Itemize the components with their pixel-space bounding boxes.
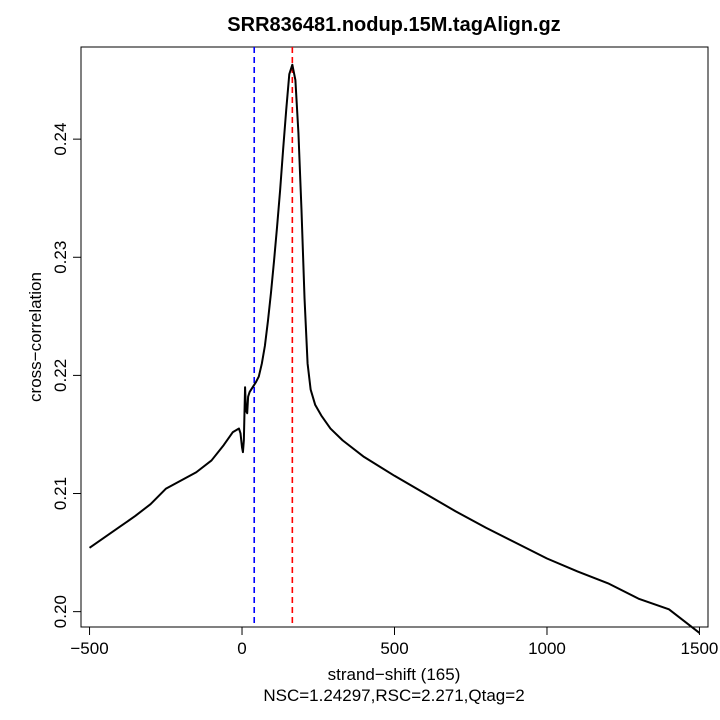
x-axis: −500 0 500 1000 1500 <box>70 626 719 658</box>
plot-frame <box>80 46 709 628</box>
y-tick-label: 0.21 <box>51 477 70 510</box>
x-tick-label: 0 <box>237 639 246 658</box>
chart-subtitle: NSC=1.24297,RSC=2.271,Qtag=2 <box>263 686 524 705</box>
y-tick-label: 0.20 <box>51 595 70 628</box>
y-axis: 0.20 0.21 0.22 0.23 0.24 <box>51 123 82 628</box>
x-tick-label: 1000 <box>528 639 566 658</box>
x-tick-label: −500 <box>70 639 108 658</box>
cross-correlation-line <box>88 63 701 634</box>
y-tick-label: 0.22 <box>51 359 70 392</box>
x-tick-label: 1500 <box>681 639 719 658</box>
x-axis-label: strand−shift (165) <box>328 665 461 684</box>
reference-lines <box>253 47 294 627</box>
x-tick-label: 500 <box>380 639 408 658</box>
y-tick-label: 0.24 <box>51 123 70 156</box>
y-axis-label: cross−correlation <box>26 272 45 402</box>
chart-title: SRR836481.nodup.15M.tagAlign.gz <box>227 14 560 36</box>
y-tick-label: 0.23 <box>51 241 70 274</box>
